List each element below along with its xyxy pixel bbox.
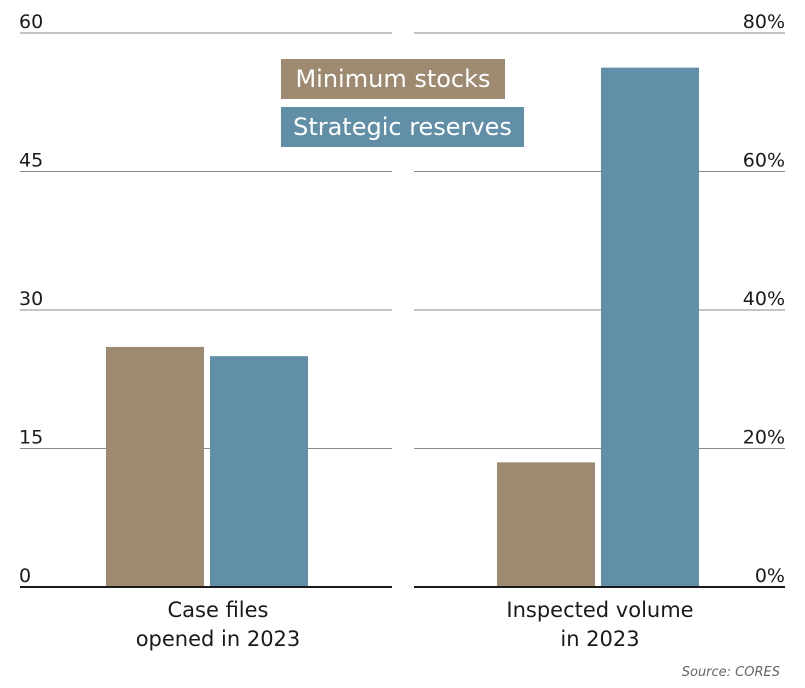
source-note: Source: CORES <box>682 665 780 680</box>
category-label: in 2023 <box>560 627 639 651</box>
legend-swatch-minimum-stocks <box>281 59 505 99</box>
y-tick-label: 30 <box>19 288 43 310</box>
y-tick-label: 45 <box>19 150 43 172</box>
y-tick-label: 40% <box>743 288 785 310</box>
y-tick-label: 15 <box>19 427 43 449</box>
bar-minimum-stocks <box>106 346 204 587</box>
category-label: opened in 2023 <box>136 627 301 651</box>
y-tick-label: 0% <box>755 565 785 587</box>
y-tick-label: 60% <box>743 150 785 172</box>
bar-strategic-reserves <box>601 67 699 587</box>
category-label: Inspected volume <box>506 598 693 622</box>
y-tick-label: 60 <box>19 11 43 33</box>
y-tick-label: 20% <box>743 427 785 449</box>
legend-swatch-strategic-reserves <box>281 107 524 147</box>
legend-label: Minimum stocks <box>295 65 490 93</box>
category-label: Case files <box>168 598 269 622</box>
y-tick-label: 0 <box>19 565 31 587</box>
legend-label: Strategic reserves <box>293 113 512 141</box>
bar-minimum-stocks <box>497 462 595 587</box>
y-tick-label: 80% <box>743 11 785 33</box>
bar-strategic-reserves <box>210 356 308 587</box>
